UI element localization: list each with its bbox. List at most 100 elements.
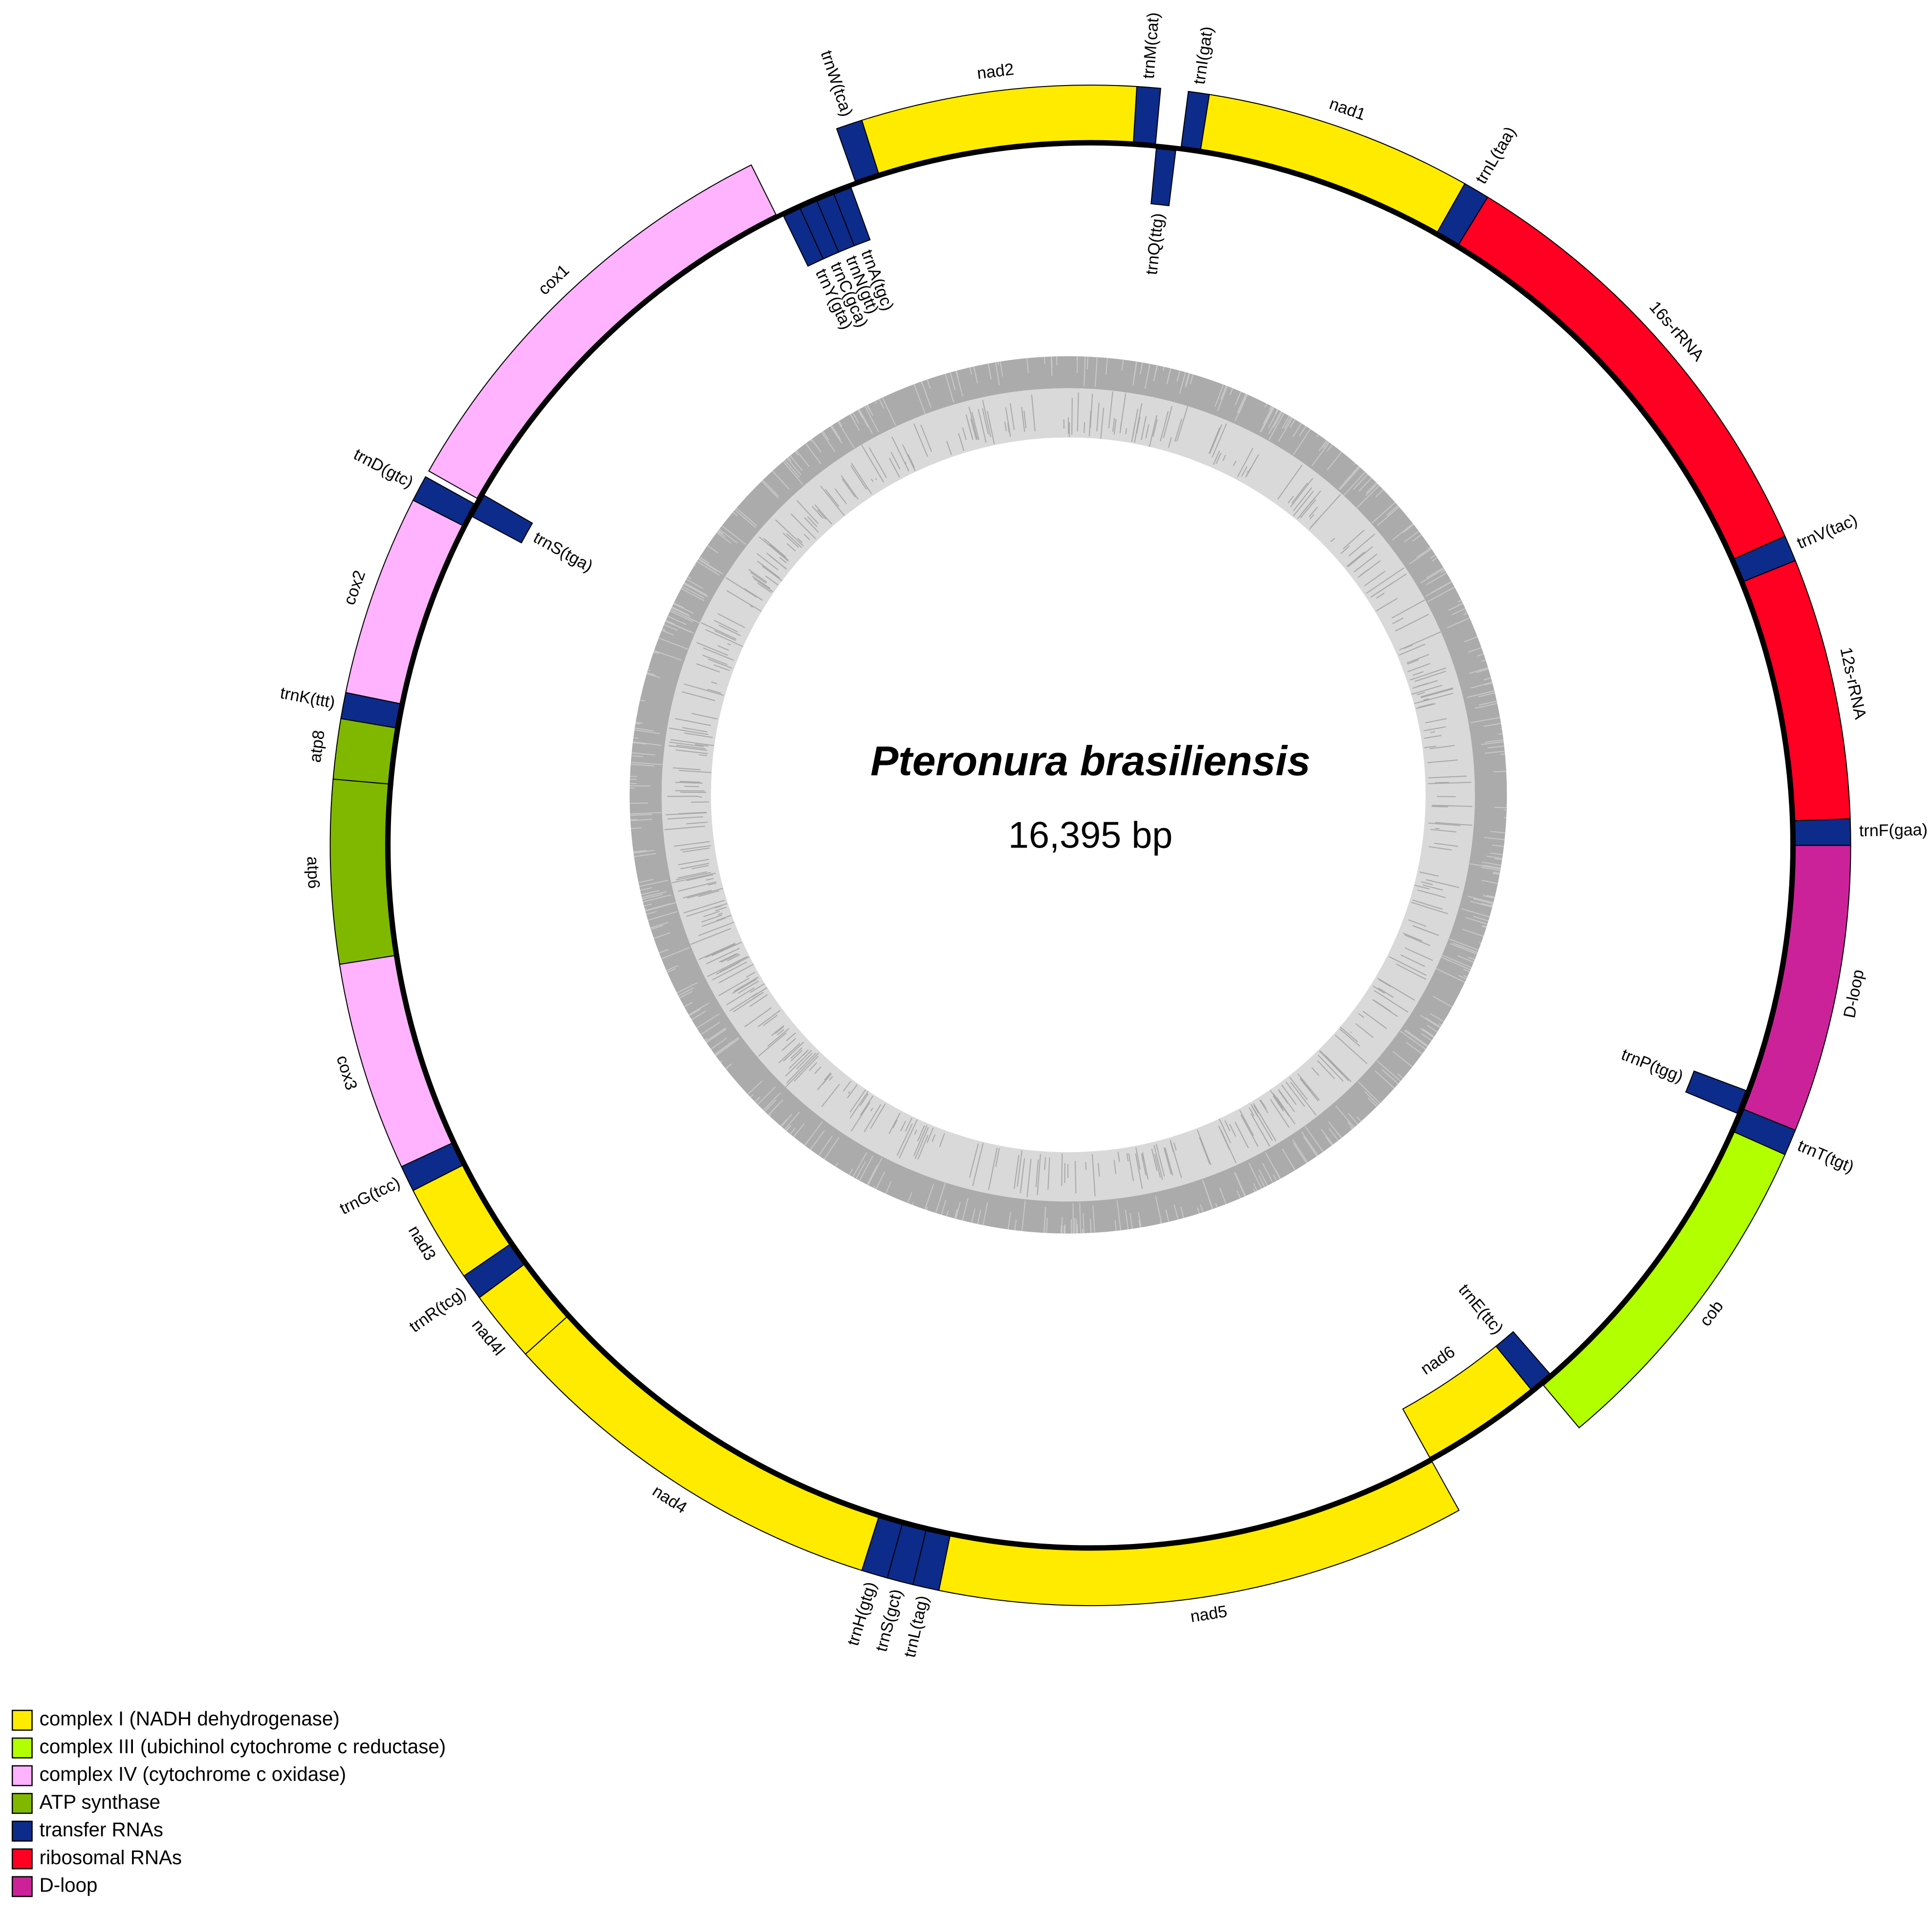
gc-tick bbox=[1196, 1130, 1212, 1165]
gc-tick bbox=[646, 673, 660, 678]
gc-tick bbox=[1005, 407, 1011, 437]
gc-tick bbox=[803, 1051, 807, 1056]
gc-tick bbox=[1353, 474, 1368, 490]
gc-tick bbox=[698, 890, 719, 897]
gc-tick bbox=[678, 987, 694, 997]
gc-tick bbox=[684, 582, 707, 596]
gc-tick bbox=[717, 531, 720, 534]
gc-tick bbox=[695, 743, 709, 747]
gc-tick bbox=[675, 718, 711, 726]
gc-tick bbox=[732, 511, 738, 517]
gc-tick bbox=[678, 812, 707, 814]
gc-tick bbox=[683, 890, 712, 899]
gc-tick bbox=[1136, 416, 1141, 434]
gc-tick bbox=[971, 1208, 976, 1223]
gc-tick bbox=[1411, 685, 1442, 695]
gc-tick bbox=[848, 1168, 853, 1175]
gc-tick bbox=[821, 432, 836, 453]
gc-tick bbox=[987, 363, 992, 380]
gc-tick bbox=[1300, 499, 1316, 519]
legend-label: D-loop bbox=[40, 1874, 98, 1896]
gc-tick bbox=[1490, 831, 1505, 833]
gc-tick bbox=[1125, 1209, 1129, 1230]
gc-tick bbox=[761, 480, 779, 499]
gc-tick bbox=[1120, 422, 1122, 429]
gc-tick bbox=[1293, 487, 1313, 511]
gc-tick bbox=[1463, 968, 1470, 973]
gc-tick bbox=[1020, 1158, 1025, 1194]
gc-tick bbox=[1400, 1030, 1426, 1050]
gc-tick bbox=[1371, 502, 1396, 524]
gc-tick bbox=[834, 488, 847, 504]
gc-tick bbox=[1044, 1157, 1046, 1170]
gc-tick bbox=[651, 925, 664, 930]
gc-tick bbox=[677, 871, 707, 879]
gc-tick bbox=[1260, 407, 1275, 432]
gc-tick bbox=[667, 816, 703, 820]
gc-tick bbox=[1476, 653, 1484, 657]
gc-tick bbox=[711, 1037, 727, 1050]
gc-tick bbox=[721, 525, 747, 545]
gc-tick bbox=[1400, 954, 1425, 967]
gc-tick bbox=[696, 642, 728, 656]
gc-tick bbox=[1293, 1143, 1307, 1164]
gc-tick bbox=[917, 1134, 929, 1160]
gc-tick bbox=[750, 983, 765, 993]
gc-tick bbox=[764, 1099, 777, 1112]
gc-tick bbox=[767, 1028, 790, 1047]
gc-tick bbox=[638, 879, 654, 883]
gc-tick bbox=[1412, 925, 1434, 935]
gc-tick bbox=[1427, 587, 1455, 602]
gc-tick bbox=[781, 1119, 787, 1127]
gc-tick bbox=[668, 745, 708, 751]
gc-tick bbox=[698, 559, 718, 572]
gc-tick bbox=[634, 729, 660, 735]
gc-tick bbox=[864, 406, 879, 433]
gene-label: trnF(gaa) bbox=[1859, 821, 1928, 840]
gc-tick bbox=[917, 1125, 925, 1142]
gc-tick bbox=[1377, 506, 1400, 526]
gc-tick bbox=[1289, 1077, 1308, 1100]
gc-tick bbox=[1327, 451, 1343, 470]
gc-tick bbox=[1479, 941, 1481, 944]
legend-label: transfer RNAs bbox=[40, 1818, 163, 1841]
gc-tick bbox=[1410, 667, 1446, 681]
gc-tick bbox=[744, 1007, 772, 1027]
gc-tick bbox=[858, 409, 869, 428]
legend-swatch bbox=[11, 1710, 33, 1731]
gc-tick bbox=[1438, 1023, 1442, 1026]
gc-tick bbox=[945, 373, 955, 403]
gc-tick bbox=[674, 841, 710, 847]
gc-tick bbox=[1270, 1090, 1283, 1109]
gc-tick bbox=[808, 1062, 817, 1071]
gene-label: nad2 bbox=[976, 60, 1015, 83]
gc-tick bbox=[796, 1052, 813, 1069]
gc-tick bbox=[1113, 419, 1117, 435]
gc-tick bbox=[1343, 529, 1365, 549]
gc-tick bbox=[752, 575, 771, 589]
gc-tick bbox=[1238, 394, 1248, 414]
gc-tick bbox=[661, 947, 690, 959]
gc-tick bbox=[1414, 884, 1430, 890]
gc-tick bbox=[705, 629, 743, 647]
legend-label: complex III (ubichinol cytochrome c redu… bbox=[40, 1735, 446, 1758]
gc-tick bbox=[831, 425, 841, 440]
gc-tick bbox=[1318, 1054, 1344, 1082]
gc-tick bbox=[1076, 1219, 1077, 1234]
gc-tick bbox=[882, 397, 896, 426]
gc-tick bbox=[698, 942, 736, 960]
gc-tick bbox=[682, 727, 708, 733]
gc-tick bbox=[870, 479, 874, 482]
gc-tick bbox=[782, 1042, 804, 1062]
gc-tick bbox=[1190, 374, 1194, 385]
gc-tick bbox=[736, 507, 757, 526]
gc-tick bbox=[926, 1207, 928, 1210]
gc-tick bbox=[1414, 693, 1454, 704]
gc-tick bbox=[1461, 908, 1490, 917]
gc-tick bbox=[1160, 1221, 1161, 1224]
gc-tick bbox=[643, 894, 672, 903]
gc-tick bbox=[678, 881, 716, 892]
gc-tick bbox=[907, 1192, 912, 1203]
gc-tick bbox=[1372, 985, 1385, 994]
